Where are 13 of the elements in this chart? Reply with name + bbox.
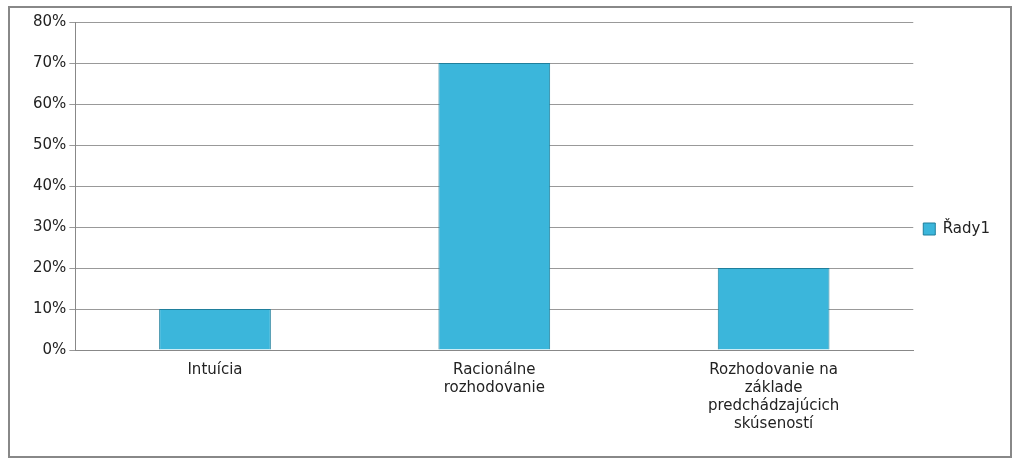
y-tick-label: 0% (42, 339, 67, 358)
y-tick-label: 50% (33, 134, 67, 153)
x-tick-label: Intuícia (187, 359, 243, 378)
y-tick-label: 60% (33, 93, 67, 112)
x-tick-label: Rozhodovanie na základe predchádzajúcich skúseností (707, 359, 840, 432)
y-tick-label: 70% (33, 52, 67, 71)
legend-label: Řady1 (942, 217, 991, 237)
x-tick-label: Racionálne rozhodovanie (443, 359, 545, 396)
y-tick-label: 10% (33, 298, 67, 317)
y-tick-label: 80% (33, 11, 67, 30)
y-tick-label: 20% (33, 257, 67, 276)
y-tick-label: 40% (33, 175, 67, 194)
y-tick-label: 30% (33, 216, 67, 235)
